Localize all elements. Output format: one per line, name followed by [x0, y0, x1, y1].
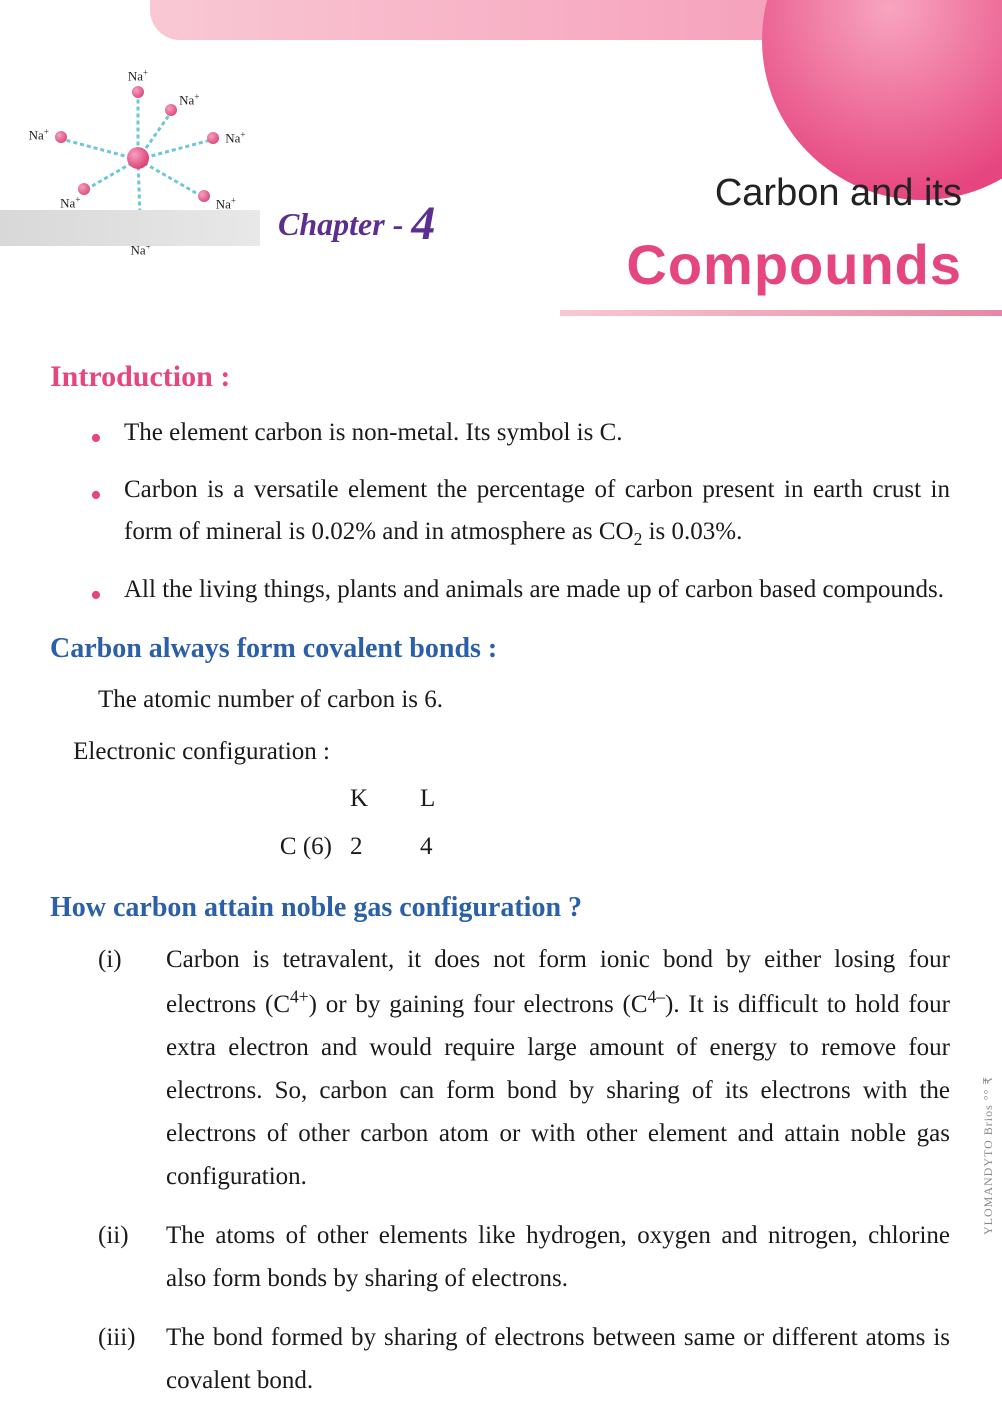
chapter-prefix: Chapter -: [278, 206, 403, 242]
title-line1: Carbon and its: [715, 172, 962, 215]
chapter-label: Chapter - 4: [278, 196, 435, 251]
satellite-atom: [55, 131, 67, 143]
atom-label: Na+: [128, 67, 148, 84]
top-circle-decoration: [762, 0, 1002, 200]
side-caption: YLOMANDYTO Brios °° ₹: [981, 1076, 996, 1235]
atom-label: Na+: [225, 129, 245, 146]
noble-item-text: The bond formed by sharing of electrons …: [166, 1324, 950, 1394]
center-atom: [127, 147, 149, 169]
atomic-number-line: The atomic number of carbon is 6.: [50, 679, 950, 722]
intro-bullet: The element carbon is non-metal. Its sym…: [124, 412, 950, 455]
intro-heading: Introduction :: [50, 360, 950, 394]
satellite-atom: [132, 86, 144, 98]
title-underline: [560, 310, 1002, 316]
intro-bullet: All the living things, plants and animal…: [124, 569, 950, 612]
content-area: Introduction : The element carbon is non…: [50, 360, 950, 1418]
config-k-value: 2: [350, 823, 420, 871]
intro-bullet-list: The element carbon is non-metal. Its sym…: [50, 412, 950, 611]
chapter-strip: [0, 210, 260, 246]
atom-label: Na+: [29, 127, 49, 144]
noble-item-text: Carbon is tetravalent, it does not form …: [166, 946, 950, 1189]
config-label: Electronic configuration :: [50, 728, 350, 776]
atom-label: Na+: [179, 92, 199, 109]
shell-k-heading: K: [350, 775, 420, 823]
satellite-atom: [198, 190, 210, 202]
satellite-atom: [165, 104, 177, 116]
noble-list: (i) Carbon is tetravalent, it does not fo…: [50, 938, 950, 1401]
noble-item-text: The atoms of other elements like hydroge…: [166, 1222, 950, 1292]
title-line2: Compounds: [626, 232, 962, 297]
config-element: C (6): [50, 823, 350, 871]
roman-marker: (i): [98, 938, 122, 981]
roman-marker: (ii): [98, 1214, 129, 1257]
intro-bullet: Carbon is a versatile element the percen…: [124, 469, 950, 555]
shell-l-heading: L: [420, 775, 490, 823]
noble-heading: How carbon attain noble gas configuratio…: [50, 892, 950, 924]
bond: [137, 158, 204, 199]
roman-marker: (iii): [98, 1316, 136, 1359]
covalent-heading: Carbon always form covalent bonds :: [50, 633, 950, 665]
satellite-atom: [78, 183, 90, 195]
noble-item: (ii) The atoms of other elements like hyd…: [98, 1214, 950, 1300]
electronic-config: Electronic configuration : K L C (6) 2 4: [50, 728, 950, 871]
chapter-number: 4: [411, 197, 435, 250]
config-l-value: 4: [420, 823, 490, 871]
noble-item: (i) Carbon is tetravalent, it does not fo…: [98, 938, 950, 1197]
noble-item: (iii) The bond formed by sharing of elect…: [98, 1316, 950, 1402]
satellite-atom: [207, 132, 219, 144]
